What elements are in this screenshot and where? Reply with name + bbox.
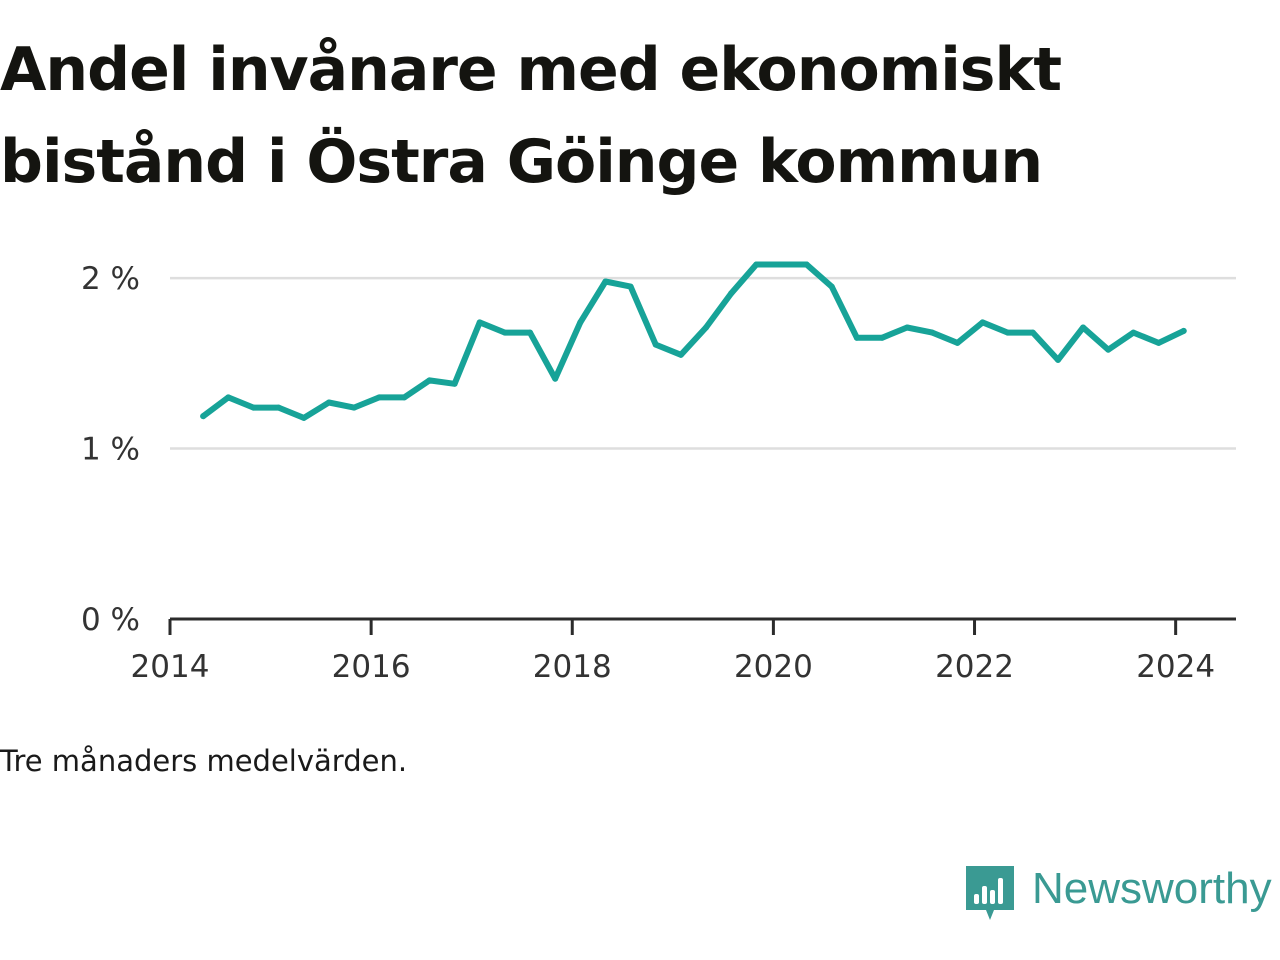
data-point: [627, 283, 634, 290]
data-point: [577, 319, 584, 326]
data-point: [275, 404, 282, 411]
data-point: [200, 413, 207, 420]
x-tick-label: 2014: [131, 649, 210, 685]
data-point: [828, 283, 835, 290]
data-point: [1105, 346, 1112, 353]
data-point: [1004, 329, 1011, 336]
data-point: [803, 261, 810, 268]
data-point: [778, 261, 785, 268]
data-point: [753, 261, 760, 268]
data-point: [929, 329, 936, 336]
data-point: [954, 339, 961, 346]
y-tick-label: 1 %: [81, 432, 140, 468]
data-point: [1155, 339, 1162, 346]
data-point: [879, 334, 886, 341]
data-point: [1080, 324, 1087, 331]
x-tick-label: 2024: [1136, 649, 1215, 685]
data-point: [1130, 329, 1137, 336]
data-point: [1029, 329, 1036, 336]
brand-name: Newsworthy: [1032, 864, 1272, 913]
x-axis-ticks: 2014 2016 2018 2020 2022 2024: [131, 619, 1215, 685]
x-tick-label: 2022: [935, 649, 1014, 685]
data-points: [200, 261, 1187, 421]
data-point: [300, 414, 307, 421]
data-point: [325, 399, 332, 406]
series-line: [200, 261, 1187, 421]
data-point: [451, 380, 458, 387]
data-point: [677, 351, 684, 358]
data-point: [1180, 327, 1187, 334]
x-tick-label: 2018: [533, 649, 612, 685]
data-point: [602, 278, 609, 285]
data-point: [376, 394, 383, 401]
y-tick-label: 0 %: [81, 602, 140, 638]
data-point: [853, 334, 860, 341]
data-point: [904, 324, 911, 331]
chart-title: Andel invånare med ekonomiskt bistånd i …: [0, 35, 1062, 197]
y-tick-label: 2 %: [81, 261, 140, 297]
data-point: [225, 394, 232, 401]
x-tick-label: 2016: [332, 649, 411, 685]
brand: Newsworthy: [964, 862, 1280, 928]
newsworthy-bar-chart-icon: [966, 866, 1014, 920]
data-point: [476, 319, 483, 326]
data-point: [501, 329, 508, 336]
y-axis-tick-labels: 0 % 1 % 2 %: [81, 261, 140, 638]
data-point: [652, 341, 659, 348]
data-point: [1054, 356, 1061, 363]
data-point: [552, 375, 559, 382]
data-point: [728, 290, 735, 297]
data-point: [703, 324, 710, 331]
gridlines: [170, 276, 1236, 450]
data-point: [426, 377, 433, 384]
x-tick-label: 2020: [734, 649, 813, 685]
data-point: [979, 319, 986, 326]
data-point: [250, 404, 257, 411]
data-point: [527, 329, 534, 336]
data-point: [401, 394, 408, 401]
chart-footnote: Tre månaders medelvärden.: [0, 744, 408, 778]
data-point: [351, 404, 358, 411]
